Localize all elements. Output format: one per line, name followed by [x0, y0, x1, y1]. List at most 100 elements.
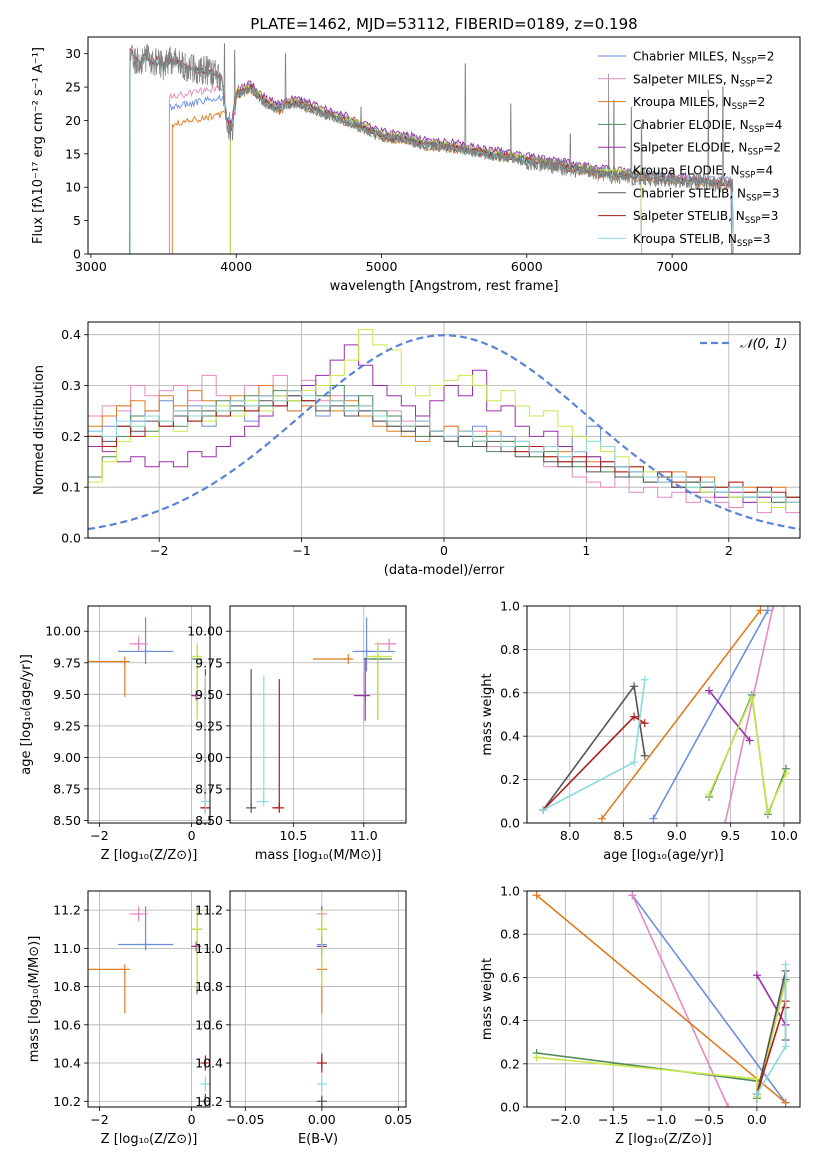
x-tick-label: 0.0	[747, 1112, 767, 1127]
x-axis-label: age [log₁₀(age/yr)]	[603, 848, 724, 863]
weight-line	[601, 609, 762, 820]
legend-label: Salpeter MILES, NSSP=2	[633, 72, 773, 89]
x-tick-label: −1.0	[646, 1112, 676, 1127]
x-tick-label: −2	[90, 1112, 108, 1127]
y-tick-label: 10.00	[187, 624, 223, 639]
legend-label: Chabrier STELIB, NSSP=3	[633, 186, 780, 203]
axes-frame	[526, 605, 801, 824]
plot-area	[316, 906, 327, 1107]
legend-label: Kroupa STELIB, NSSP=3	[633, 232, 771, 249]
x-tick-label: 8.0	[560, 828, 580, 843]
x-tick-label: −0.05	[226, 1112, 264, 1127]
y-axis-label: mass weight	[480, 673, 495, 755]
plot-area	[128, 43, 734, 254]
x-tick-label: −0.5	[694, 1112, 724, 1127]
legend-label: Kroupa MILES, NSSP=2	[633, 95, 765, 112]
y-tick-label: 9.75	[53, 655, 81, 670]
y-tick-label: 0.2	[61, 429, 81, 444]
x-tick-label: 0.05	[384, 1112, 412, 1127]
x-tick-label: 0	[188, 1112, 196, 1127]
y-tick-label: 10.2	[195, 1094, 223, 1109]
x-axis-label: Z [log₁₀(Z/Z⊙)]	[101, 1132, 198, 1147]
x-axis-label: mass [log₁₀(M/M⊙)]	[255, 848, 382, 863]
x-tick-label: 11.0	[350, 828, 378, 843]
x-tick-label: 10.0	[770, 828, 798, 843]
x-tick-label: 5000	[366, 259, 398, 274]
y-tick-label: 5	[73, 213, 81, 228]
gaussian-reference-curve	[88, 334, 800, 531]
y-tick-label: 11.2	[195, 903, 223, 918]
y-axis-label: Flux [fλ10⁻¹⁷ erg cm⁻² s⁻¹ A⁻¹]	[31, 47, 46, 244]
weight-line	[542, 715, 646, 811]
x-tick-label: 8.5	[613, 828, 633, 843]
y-tick-label: 20	[65, 113, 81, 128]
y-axis-label: mass weight	[480, 958, 495, 1040]
plot-area	[88, 329, 800, 531]
panel-weight_vs_age: 8.0 8.5 9.0 9.5 10.0 0.0 0.2 0.4 0.6 0.8 1.0 age [l…	[480, 599, 801, 863]
model-spectrum-line	[229, 81, 643, 254]
plot-area	[246, 617, 397, 813]
residual-histogram	[88, 329, 800, 514]
y-tick-label: 10.4	[195, 1056, 223, 1071]
y-axis-label: mass [log₁₀(M/M⊙)]	[27, 936, 42, 1063]
y-tick-label: 10.8	[53, 979, 81, 994]
y-tick-label: 10	[65, 180, 81, 195]
y-tick-label: 0.0	[61, 531, 81, 546]
y-tick-label: 11.0	[195, 941, 223, 956]
x-tick-label: 2	[725, 543, 733, 558]
y-tick-label: 0.4	[61, 327, 81, 342]
axes-frame	[87, 890, 211, 1108]
x-tick-label: 7000	[656, 259, 688, 274]
x-tick-label: −1	[292, 543, 310, 558]
weight-line	[708, 690, 751, 742]
legend-label: Chabrier ELODIE, NSSP=4	[633, 118, 782, 135]
weight-line	[724, 606, 774, 823]
y-tick-label: 9.00	[195, 750, 223, 765]
y-tick-label: 0	[73, 247, 81, 262]
weight-line	[756, 970, 787, 1095]
x-tick-label: −2	[150, 543, 168, 558]
plot-area	[88, 906, 210, 1107]
panel-mass_vs_Z: −2 0 10.2 10.4 10.6 10.8 11.0 11.2 Z [log₁₀(Z/Z⊙…	[27, 890, 211, 1147]
y-tick-label: 11.2	[53, 903, 81, 918]
legend-label: Salpeter STELIB, NSSP=3	[633, 209, 778, 226]
x-tick-label: 0.00	[308, 1112, 336, 1127]
y-tick-label: 9.00	[53, 750, 81, 765]
x-tick-label: 9.0	[667, 828, 687, 843]
residual-histogram	[88, 344, 800, 514]
axes-frame	[229, 605, 407, 824]
figure-title: PLATE=1462, MJD=53112, FIBERID=0189, z=0…	[250, 15, 637, 33]
x-tick-label: −2.0	[550, 1112, 580, 1127]
y-tick-label: 0.4	[500, 1013, 520, 1028]
observed-spectrum-line	[128, 43, 734, 254]
y-tick-label: 0.8	[500, 927, 520, 942]
legend-label: Chabrier MILES, NSSP=2	[633, 50, 774, 67]
axes-frame	[526, 890, 801, 1108]
x-axis-label: wavelength [Angstrom, rest frame]	[330, 279, 559, 294]
y-tick-label: 0.2	[500, 772, 520, 787]
residual-histogram	[88, 385, 800, 508]
legend-label: Salpeter ELODIE, NSSP=2	[633, 141, 781, 158]
x-tick-label: 6000	[511, 259, 543, 274]
y-tick-label: 0.1	[61, 480, 81, 495]
y-tick-label: 10.8	[195, 979, 223, 994]
panel-age_vs_mass: 10.5 11.0 8.50 8.75 9.00 9.25 9.50 9.75 10.00 mas…	[187, 605, 407, 863]
axes-frame	[87, 321, 801, 539]
x-tick-label: −2	[90, 828, 108, 843]
x-axis-label: (data-model)/error	[384, 563, 505, 578]
y-tick-label: 0.0	[500, 816, 520, 831]
y-tick-label: 25	[65, 80, 81, 95]
weight-line	[631, 894, 729, 1107]
panel-age_vs_Z: −2 0 8.50 8.75 9.00 9.25 9.50 9.75 10.00 Z [log₁₀…	[19, 605, 211, 863]
x-tick-label: 10.5	[279, 828, 307, 843]
y-tick-label: 1.0	[500, 599, 520, 614]
x-tick-label: 0	[188, 828, 196, 843]
y-tick-label: 9.25	[195, 718, 223, 733]
y-tick-label: 10.6	[53, 1017, 81, 1032]
weight-line	[542, 684, 646, 811]
y-tick-label: 10.6	[195, 1017, 223, 1032]
y-tick-label: 30	[65, 46, 81, 61]
panel-weight_vs_Z: −2.0 −1.5 −1.0 −0.5 0.0 0.0 0.2 0.4 0.6 0.8 1.0 Z […	[480, 884, 801, 1147]
legend-label: Kroupa ELODIE, NSSP=4	[633, 164, 773, 181]
